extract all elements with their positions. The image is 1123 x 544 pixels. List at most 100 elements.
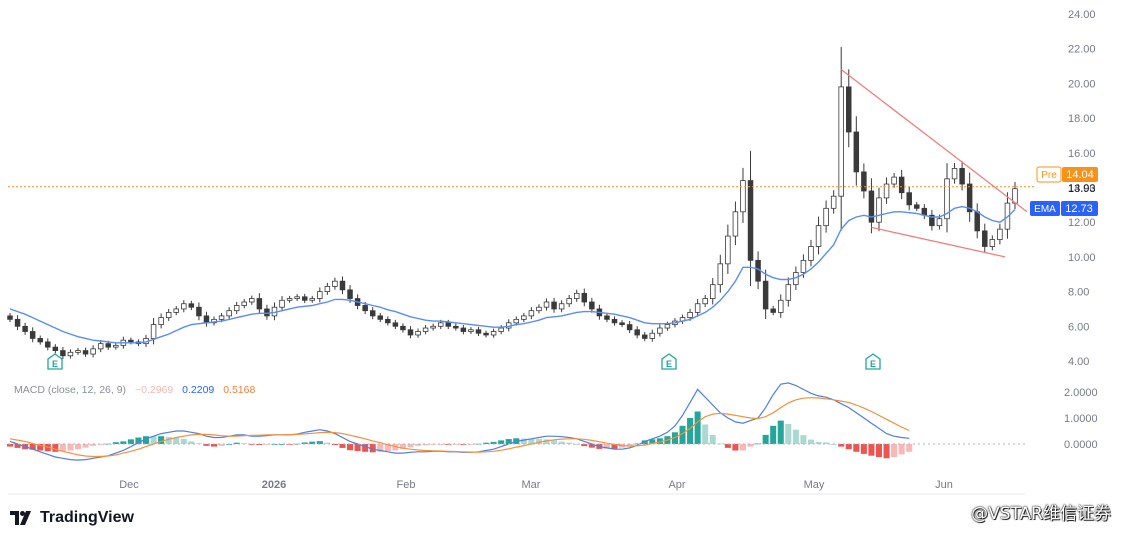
candle-body <box>936 218 943 227</box>
candle <box>181 300 187 313</box>
histogram-bar <box>339 444 346 448</box>
candle-body <box>808 246 814 261</box>
candle <box>694 298 701 317</box>
candle <box>626 321 633 334</box>
price-tick-label: 8.00 <box>1068 287 1089 299</box>
ema-line <box>9 205 1016 344</box>
candle-body <box>914 204 920 209</box>
candle <box>264 304 270 320</box>
histogram-bar <box>452 444 459 445</box>
brand-name: TradingView <box>40 509 134 526</box>
candle <box>566 294 572 308</box>
histogram-bar <box>558 441 565 444</box>
candle <box>475 326 482 337</box>
candle <box>762 269 769 320</box>
histogram-bar <box>747 444 754 447</box>
ema-value: 12.73 <box>1065 203 1093 215</box>
candle-body <box>536 306 542 312</box>
candle-body <box>876 197 882 223</box>
histogram-bar <box>717 443 724 445</box>
candle-body <box>105 343 111 348</box>
histogram-bar <box>724 444 731 448</box>
histogram-bar <box>203 444 210 446</box>
candle-body <box>649 332 656 339</box>
candle <box>581 288 588 307</box>
histogram-bar <box>875 444 883 457</box>
histogram-bar <box>535 439 542 444</box>
candle <box>369 307 376 320</box>
histogram-bar <box>233 442 240 444</box>
candle <box>679 314 686 324</box>
histogram-bar <box>97 444 104 445</box>
histogram-bar <box>883 444 890 459</box>
candle <box>619 320 625 328</box>
candle <box>113 342 119 350</box>
pre-value-badge <box>1062 167 1098 182</box>
candle-body <box>67 351 74 357</box>
pre-badge <box>1036 166 1062 183</box>
price-tick-label: 22.00 <box>1068 44 1096 56</box>
candle-body <box>460 327 467 332</box>
price-tick-label: 4.00 <box>1068 356 1089 368</box>
candle <box>966 172 973 222</box>
price-tick-label: 10.00 <box>1068 252 1096 264</box>
histogram-bar <box>407 444 414 448</box>
ema-value-badge <box>1061 201 1098 216</box>
candle <box>385 316 391 326</box>
candle-body <box>385 318 391 324</box>
candle-body <box>286 298 293 301</box>
candle-body <box>377 315 384 320</box>
candle-body <box>226 310 232 317</box>
candle-body <box>233 305 240 312</box>
candle <box>997 223 1003 245</box>
candle <box>808 239 814 267</box>
tradingview-brand[interactable]: TradingView <box>10 509 134 527</box>
price-tick-label: 12.00 <box>1068 217 1096 229</box>
candle-body <box>762 280 769 310</box>
histogram-bar <box>694 411 701 444</box>
histogram-bar <box>626 444 633 446</box>
histogram-bar <box>14 444 21 448</box>
candle-body <box>29 331 36 339</box>
macd-tick-label: 2.0000 <box>1064 387 1098 399</box>
candle-body <box>664 324 671 329</box>
macd-legend-hist: −0.2969 <box>135 384 173 396</box>
candle <box>279 296 285 312</box>
candle-body <box>279 299 285 308</box>
time-axis[interactable]: Dec 2026 Feb Mar Apr May Jun <box>119 479 953 491</box>
histogram-bar <box>800 435 807 444</box>
candle-body <box>883 183 890 199</box>
candle-body <box>929 214 935 227</box>
candle <box>891 172 897 188</box>
candle <box>657 324 663 337</box>
histogram-bar <box>679 425 686 444</box>
candle <box>702 294 708 308</box>
histogram-bar <box>566 442 573 444</box>
candle <box>490 328 497 338</box>
candle-body <box>951 168 958 180</box>
candle-body <box>725 235 731 265</box>
macd-axis[interactable]: 2.0000 1.0000 0.0000 <box>1064 387 1098 451</box>
histogram-bar <box>173 437 180 444</box>
candle-body <box>944 178 950 220</box>
candle-body <box>558 303 565 310</box>
histogram-bar <box>483 442 490 444</box>
histogram-bar <box>6 444 14 447</box>
candle-body <box>196 306 202 317</box>
histogram-bar <box>656 438 663 444</box>
candle-body <box>619 322 625 325</box>
candle <box>846 69 852 148</box>
histogram-bar <box>807 439 814 444</box>
histogram-bar <box>142 436 150 444</box>
candle <box>483 330 489 338</box>
candle-body <box>90 348 96 355</box>
candle <box>710 278 716 305</box>
candle-body <box>589 301 595 310</box>
price-axis[interactable]: 24.00 22.00 20.00 18.00 16.00 14.00 12.00 10.00… <box>1068 9 1096 368</box>
pre-value: 14.04 <box>1066 169 1094 181</box>
candle-body <box>362 305 368 312</box>
histogram-bar <box>331 444 338 446</box>
histogram-bar <box>52 444 59 452</box>
histogram-bar <box>256 444 263 446</box>
